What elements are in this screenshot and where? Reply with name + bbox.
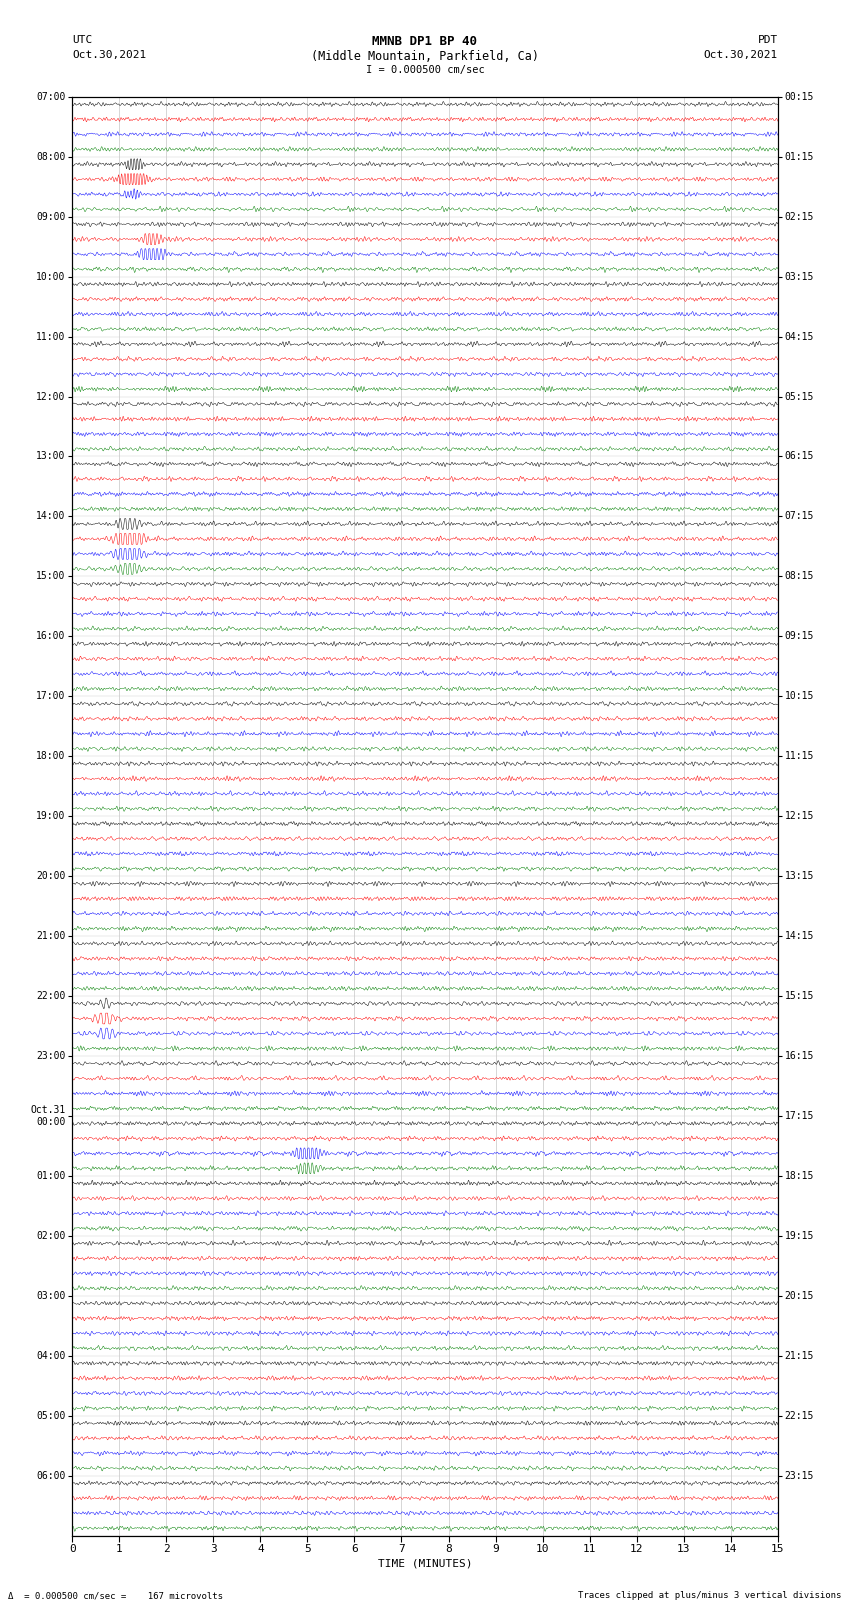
Text: (Middle Mountain, Parkfield, Ca): (Middle Mountain, Parkfield, Ca) (311, 50, 539, 63)
Text: Δ  = 0.000500 cm/sec =    167 microvolts: Δ = 0.000500 cm/sec = 167 microvolts (8, 1590, 224, 1600)
Text: Traces clipped at plus/minus 3 vertical divisions: Traces clipped at plus/minus 3 vertical … (578, 1590, 842, 1600)
X-axis label: TIME (MINUTES): TIME (MINUTES) (377, 1558, 473, 1568)
Text: I = 0.000500 cm/sec: I = 0.000500 cm/sec (366, 65, 484, 74)
Text: UTC: UTC (72, 35, 93, 45)
Text: Oct.30,2021: Oct.30,2021 (72, 50, 146, 60)
Text: MMNB DP1 BP 40: MMNB DP1 BP 40 (372, 35, 478, 48)
Text: PDT: PDT (757, 35, 778, 45)
Text: Oct.30,2021: Oct.30,2021 (704, 50, 778, 60)
